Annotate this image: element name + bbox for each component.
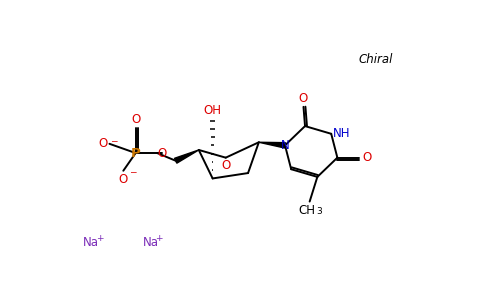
Text: −: − [129, 167, 136, 176]
Text: P: P [131, 146, 140, 160]
Text: Na: Na [83, 236, 99, 249]
Text: N: N [281, 139, 289, 152]
Text: O: O [98, 137, 107, 150]
Text: O: O [299, 92, 308, 104]
Text: CH: CH [298, 204, 315, 217]
Polygon shape [259, 142, 286, 148]
Text: O: O [157, 146, 166, 160]
Text: −: − [110, 136, 118, 145]
Text: NH: NH [333, 127, 350, 140]
Polygon shape [175, 150, 199, 163]
Text: +: + [155, 234, 162, 243]
Text: O: O [221, 159, 230, 172]
Text: 3: 3 [316, 207, 321, 216]
Text: Chiral: Chiral [358, 53, 393, 66]
Text: O: O [131, 113, 140, 126]
Text: O: O [362, 151, 371, 164]
Text: Na: Na [143, 236, 159, 249]
Text: O: O [119, 173, 128, 186]
Text: OH: OH [204, 104, 222, 117]
Text: +: + [96, 234, 103, 243]
